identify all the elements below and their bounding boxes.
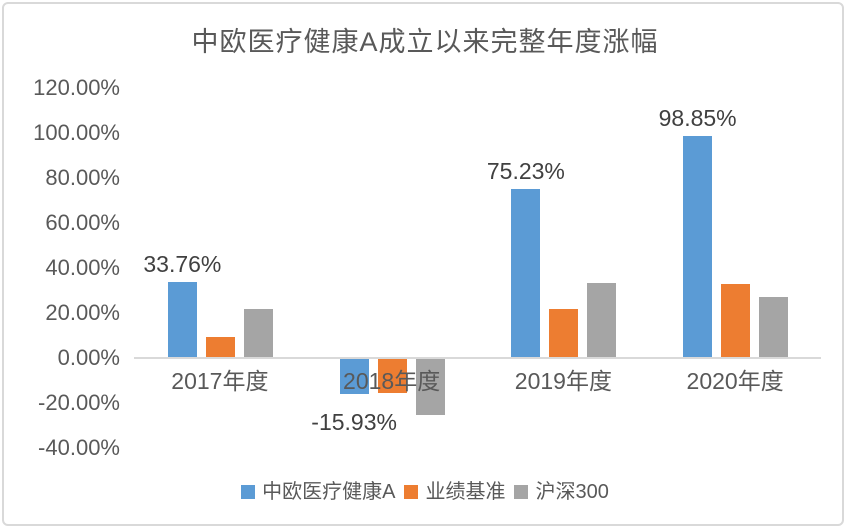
legend-swatch-fund-icon [241,485,256,499]
x-axis-category-label: 2020年度 [686,368,784,394]
bar-业绩基准-2020年度 [721,284,751,358]
legend-swatch-benchmark-icon [404,485,419,499]
data-label-2019年度: 75.23% [486,157,565,184]
legend-item-csi300: 沪深300 [514,478,609,506]
bar-中欧医疗健康A-2020年度 [683,135,713,358]
bar-沪深300-2018年度 [415,358,445,415]
data-label-2017年度: 33.76% [143,251,222,278]
x-axis-category-label: 2017年度 [171,368,269,394]
y-axis-tick-label: 120.00% [33,75,120,100]
bar-中欧医疗健康A-2019年度 [511,188,541,358]
bar-中欧医疗健康A-2018年度 [339,358,369,394]
legend: 中欧医疗健康A 业绩基准 沪深300 [4,477,846,507]
y-axis-tick-label: 40.00% [45,255,120,280]
bar-业绩基准-2017年度 [205,337,235,358]
bar-中欧医疗健康A-2017年度 [167,282,197,358]
y-axis-tick-label: 60.00% [45,210,120,235]
data-label-2020年度: 98.85% [658,104,737,131]
y-axis-tick-label: -40.00% [38,435,120,460]
legend-label-csi300: 沪深300 [535,481,609,503]
bar-沪深300-2017年度 [243,309,273,358]
y-axis-tick-label: 80.00% [45,165,120,190]
y-axis-tick-label: 100.00% [33,120,120,145]
legend-item-benchmark: 业绩基准 [404,478,505,506]
x-axis-category-label: 2019年度 [514,368,612,394]
bar-chart: 中欧医疗健康A成立以来完整年度涨幅 120.00% 100.00% 80.00% 60… [4,4,846,524]
y-axis-tick-label: 20.00% [45,300,120,325]
legend-swatch-csi300-icon [514,485,529,499]
chart-title: 中欧医疗健康A成立以来完整年度涨幅 [191,27,659,57]
x-axis-category-label: 2018年度 [343,368,441,394]
bar-沪深300-2020年度 [759,297,789,358]
y-axis-tick-label: 0.00% [57,345,120,370]
legend-item-fund: 中欧医疗健康A [241,478,395,506]
legend-label-benchmark: 业绩基准 [425,481,506,503]
legend-label-fund: 中欧医疗健康A [262,481,396,503]
bar-业绩基准-2018年度 [377,358,407,394]
bar-业绩基准-2019年度 [549,308,579,358]
y-axis-tick-label: -20.00% [38,390,120,415]
x-axis-line [134,357,821,359]
data-label-2018年度: -15.93% [311,408,397,435]
bar-沪深300-2019年度 [587,282,617,358]
